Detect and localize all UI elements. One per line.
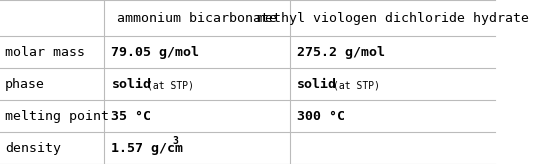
Text: 1.57 g/cm: 1.57 g/cm: [112, 142, 183, 154]
Text: 35 °C: 35 °C: [112, 110, 151, 123]
Text: methyl viologen dichloride hydrate: methyl viologen dichloride hydrate: [257, 11, 529, 25]
Text: ammonium bicarbonate: ammonium bicarbonate: [117, 11, 277, 25]
Text: solid: solid: [112, 78, 151, 91]
Text: 79.05 g/mol: 79.05 g/mol: [112, 46, 200, 59]
Text: density: density: [5, 142, 61, 154]
Text: 300 °C: 300 °C: [297, 110, 345, 123]
Text: (at STP): (at STP): [147, 81, 194, 91]
Text: (at STP): (at STP): [333, 81, 380, 91]
Text: molar mass: molar mass: [5, 46, 85, 59]
Text: melting point: melting point: [5, 110, 109, 123]
Text: phase: phase: [5, 78, 45, 91]
Text: solid: solid: [297, 78, 337, 91]
Text: 275.2 g/mol: 275.2 g/mol: [297, 46, 385, 59]
Text: 3: 3: [172, 136, 178, 146]
